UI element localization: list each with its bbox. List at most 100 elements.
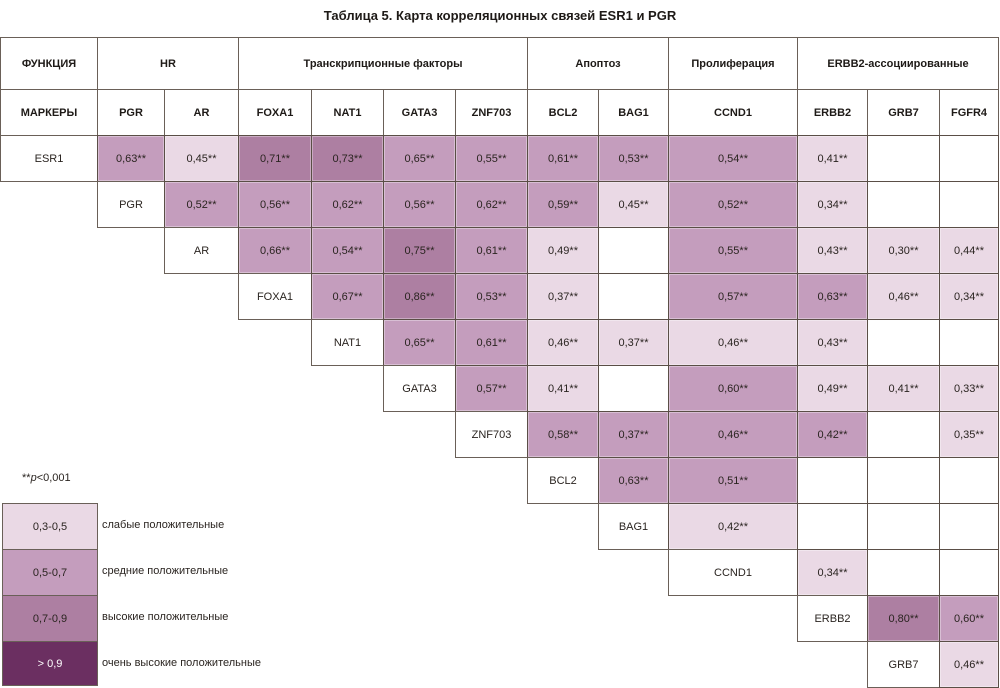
heatmap-cell-text: 0,45** xyxy=(186,152,217,165)
heatmap-cell: 0,80** xyxy=(867,595,940,642)
legend-label: очень высокие положительные xyxy=(102,657,261,669)
heatmap-cell xyxy=(939,503,999,550)
heatmap-cell: 0,43** xyxy=(797,319,868,366)
heatmap-cell xyxy=(939,319,999,366)
heatmap-cell: 0,57** xyxy=(668,273,798,320)
heatmap-cell: 0,42** xyxy=(668,503,798,550)
heatmap-cell-text: 0,43** xyxy=(817,244,848,257)
column-header-text: CCND1 xyxy=(714,106,752,119)
heatmap-cell-text: 0,56** xyxy=(260,198,290,211)
heatmap-cell: 0,61** xyxy=(455,227,528,274)
row-label-text: GRB7 xyxy=(888,658,919,671)
heatmap-cell-text: 0,42** xyxy=(817,428,848,441)
heatmap-cell: 0,62** xyxy=(455,181,528,228)
heatmap-cell xyxy=(867,503,940,550)
heatmap-cell-text: 0,55** xyxy=(476,152,507,165)
heatmap-cell: 0,60** xyxy=(939,595,999,642)
heatmap-cell: 0,42** xyxy=(797,411,868,458)
heatmap-cell: 0,63** xyxy=(97,135,165,182)
heatmap-cell: 0,37** xyxy=(527,273,599,320)
header-group-text: Апоптоз xyxy=(575,57,621,70)
heatmap-cell: 0,41** xyxy=(867,365,940,412)
table-title: Таблица 5. Карта корреляционных связей E… xyxy=(323,8,677,23)
header-group-text: Пролиферация xyxy=(691,57,775,70)
column-header-text: ZNF703 xyxy=(471,106,512,119)
heatmap-cell-text: 0,80** xyxy=(888,612,919,625)
heatmap-cell xyxy=(867,319,940,366)
heatmap-cell: 0,55** xyxy=(455,135,528,182)
heatmap-cell-text: 0,63** xyxy=(618,474,649,487)
heatmap-cell-text: 0,58** xyxy=(548,428,578,441)
heatmap-cell-text: 0,34** xyxy=(817,566,848,579)
header-group: ERBB2-ассоциированные xyxy=(797,37,999,90)
header-function: ФУНКЦИЯ xyxy=(0,37,98,90)
heatmap-cell-text: 0,61** xyxy=(476,336,507,349)
heatmap-cell xyxy=(939,457,999,504)
heatmap-cell: 0,55** xyxy=(668,227,798,274)
column-header-text: FGFR4 xyxy=(950,106,988,119)
heatmap-cell xyxy=(598,227,669,274)
heatmap-cell-text: 0,49** xyxy=(817,382,848,395)
header-group-text: ERBB2-ассоциированные xyxy=(827,57,969,70)
legend-swatch-high: 0,7-0,9 xyxy=(2,595,98,642)
heatmap-cell: 0,46** xyxy=(527,319,599,366)
column-header: FGFR4 xyxy=(939,89,999,136)
column-header-text: BCL2 xyxy=(548,106,578,119)
heatmap-cell: 0,60** xyxy=(668,365,798,412)
heatmap-cell: 0,56** xyxy=(238,181,312,228)
heatmap-cell-text: 0,57** xyxy=(718,290,748,303)
heatmap-cell: 0,49** xyxy=(527,227,599,274)
row-label: CCND1 xyxy=(668,549,798,596)
heatmap-cell-text: 0,34** xyxy=(954,290,984,303)
legend-swatch-very_high: > 0,9 xyxy=(2,641,98,686)
column-header: ERBB2 xyxy=(797,89,868,136)
heatmap-cell: 0,34** xyxy=(797,181,868,228)
heatmap-cell-text: 0,86** xyxy=(404,290,435,303)
heatmap-cell-text: 0,60** xyxy=(954,612,984,625)
legend-label: средние положительные xyxy=(102,565,229,577)
heatmap-cell-text: 0,33** xyxy=(954,382,984,395)
header-function-text: ФУНКЦИЯ xyxy=(21,57,77,70)
header-group-text: HR xyxy=(160,57,176,70)
footnote: **p<0,001 xyxy=(22,472,71,484)
row-label-text: GATA3 xyxy=(402,382,437,395)
heatmap-cell-text: 0,61** xyxy=(476,244,507,257)
header-group: HR xyxy=(97,37,239,90)
heatmap-cell-text: 0,49** xyxy=(548,244,578,257)
heatmap-cell-text: 0,45** xyxy=(618,198,649,211)
heatmap-cell-text: 0,37** xyxy=(548,290,578,303)
heatmap-cell: 0,54** xyxy=(668,135,798,182)
heatmap-cell: 0,35** xyxy=(939,411,999,458)
heatmap-cell-text: 0,63** xyxy=(116,152,146,165)
heatmap-cell-text: 0,75** xyxy=(404,244,435,257)
heatmap-cell-text: 0,52** xyxy=(718,198,748,211)
row-label-text: BAG1 xyxy=(618,520,649,533)
heatmap-cell-text: 0,62** xyxy=(332,198,363,211)
column-header: BAG1 xyxy=(598,89,669,136)
heatmap-cell-text: 0,46** xyxy=(548,336,578,349)
heatmap-cell-text: 0,37** xyxy=(618,336,649,349)
heatmap-cell-text: 0,54** xyxy=(718,152,748,165)
row-label: NAT1 xyxy=(311,319,384,366)
legend-swatch-weak: 0,3-0,5 xyxy=(2,503,98,550)
heatmap-cell-text: 0,56** xyxy=(404,198,435,211)
heatmap-cell xyxy=(939,549,999,596)
heatmap-cell: 0,46** xyxy=(939,641,999,688)
heatmap-cell: 0,54** xyxy=(311,227,384,274)
heatmap-cell: 0,57** xyxy=(455,365,528,412)
header-group: Апоптоз xyxy=(527,37,669,90)
column-header: CCND1 xyxy=(668,89,798,136)
row-label-text: AR xyxy=(193,244,210,257)
heatmap-cell-text: 0,46** xyxy=(888,290,919,303)
legend-swatch-medium: 0,5-0,7 xyxy=(2,549,98,596)
header-markers-text: МАРКЕРЫ xyxy=(20,106,78,119)
column-header-text: NAT1 xyxy=(333,106,362,119)
row-label-text: FOXA1 xyxy=(256,290,294,303)
heatmap-cell: 0,52** xyxy=(668,181,798,228)
row-label: ERBB2 xyxy=(797,595,868,642)
heatmap-cell-text: 0,51** xyxy=(718,474,748,487)
row-label: BCL2 xyxy=(527,457,599,504)
heatmap-cell-text: 0,65** xyxy=(404,152,435,165)
heatmap-cell-text: 0,46** xyxy=(718,336,748,349)
heatmap-cell xyxy=(867,457,940,504)
